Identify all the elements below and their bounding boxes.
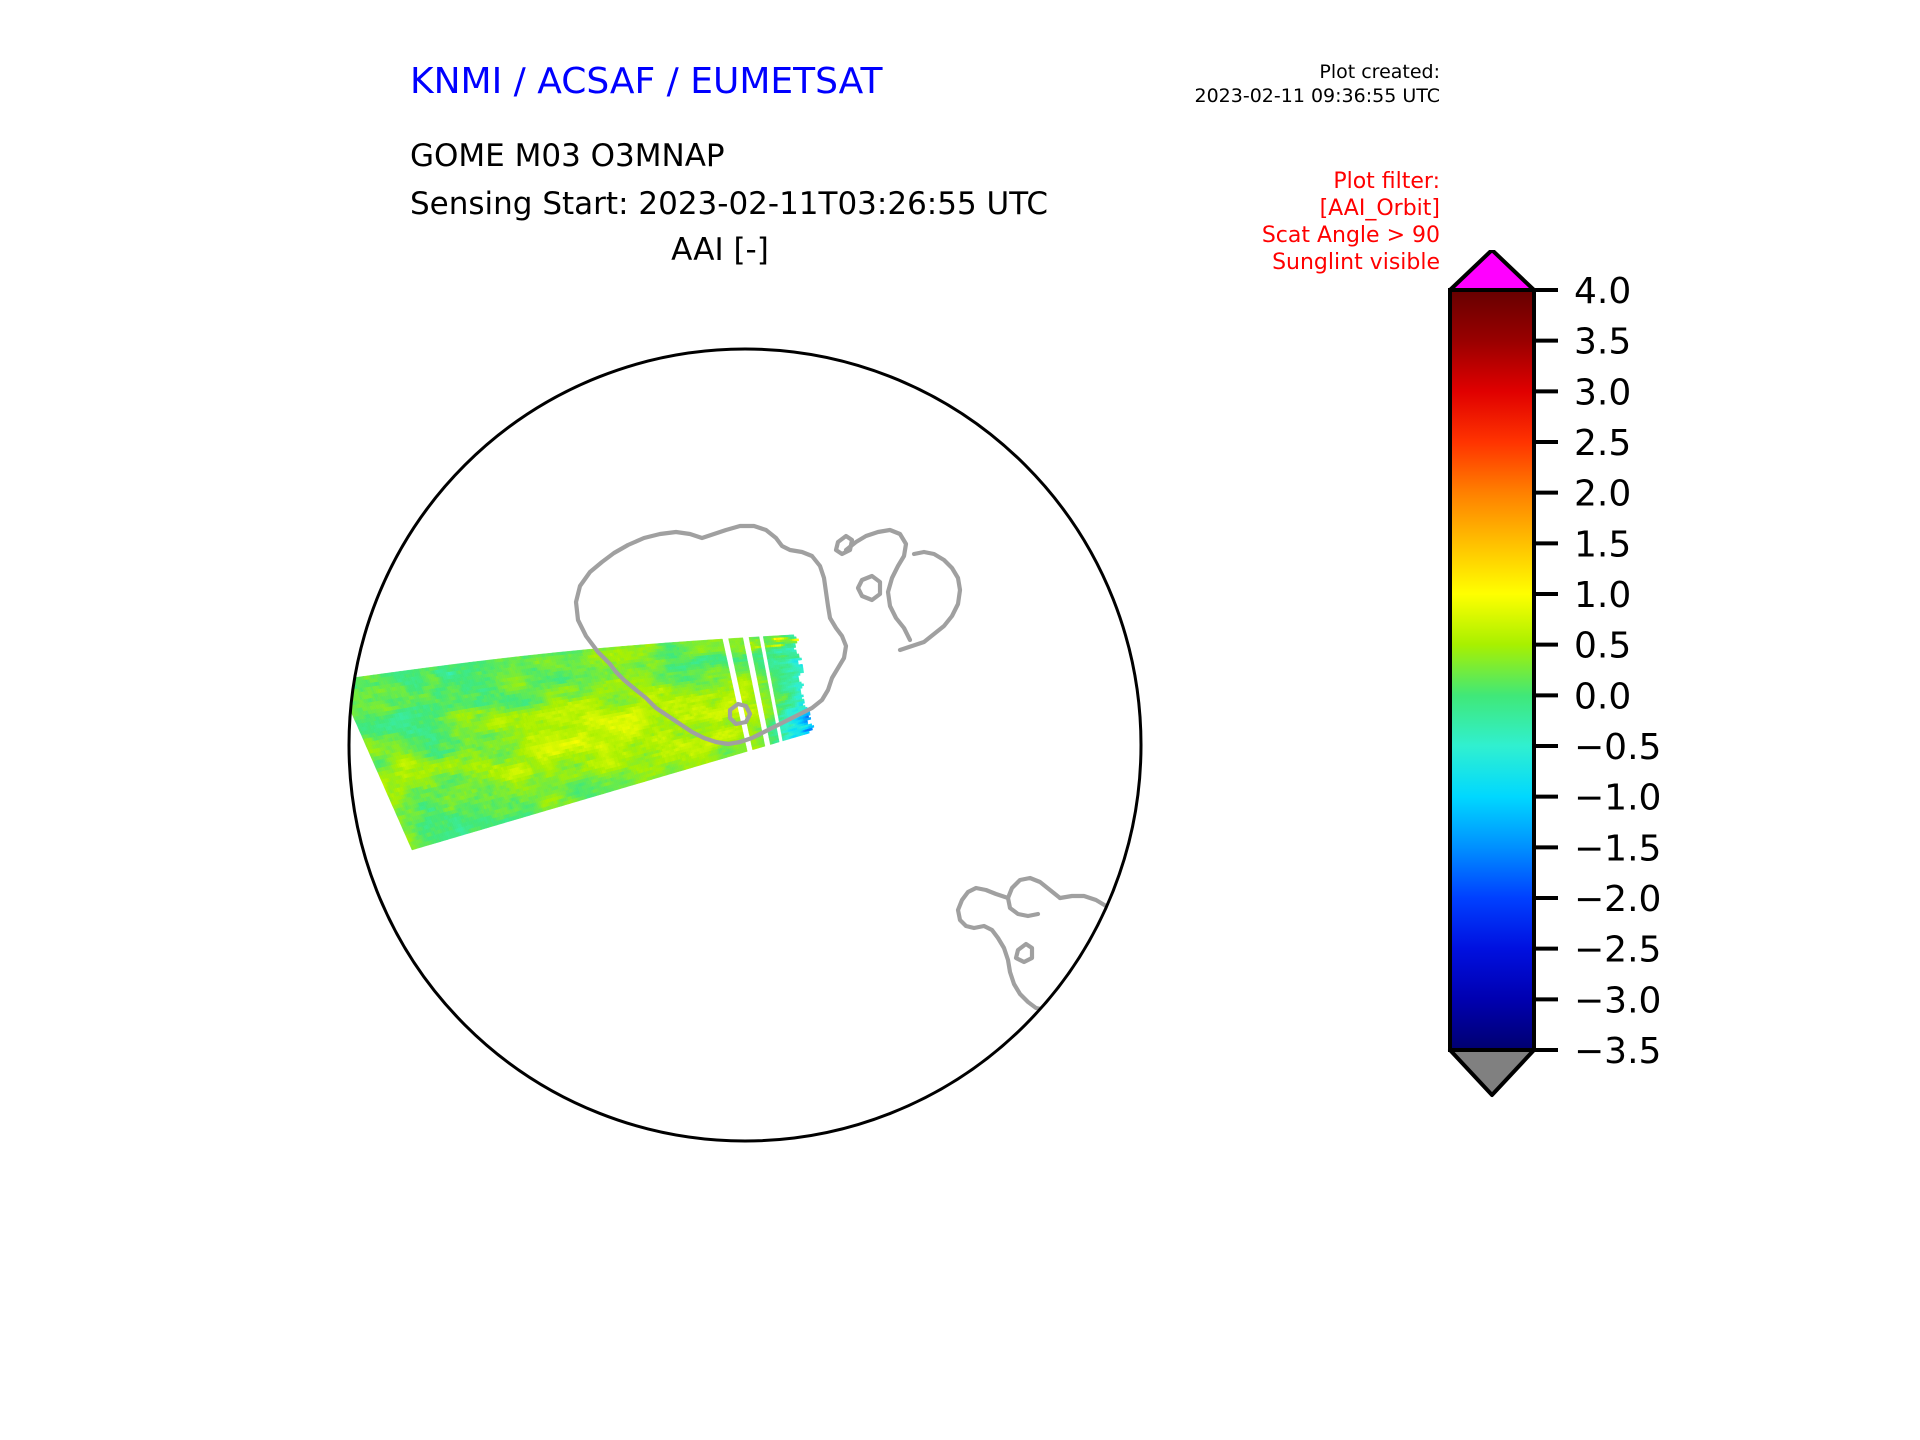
plot-filter-name: [AAI_Orbit] (1319, 196, 1440, 221)
small-island-coastline (435, 351, 479, 395)
map-panel (0, 250, 1440, 1400)
australia-edge-coastline (404, 330, 442, 344)
antarctica-east-coastline (897, 549, 963, 653)
colorbar-tick-label: 2.0 (1574, 474, 1631, 515)
falkland-island-coastline (1198, 922, 1220, 944)
colorbar-tick-label: 0.0 (1574, 676, 1631, 717)
south-shetland-islands-coastline (833, 533, 855, 557)
colorbar-tick-label: 2.5 (1574, 423, 1631, 464)
new-zealand-coastline (637, 349, 709, 359)
south-america-tip-coastline (1005, 875, 1063, 919)
colorbar-tick-label: 3.0 (1574, 372, 1631, 413)
new-zealand-north-coastline (712, 250, 730, 258)
plot-created-timestamp: 2023-02-11 09:36:55 UTC (1194, 85, 1441, 107)
south-america-inland-coastline (1013, 941, 1035, 965)
peninsula-island-coastline (855, 573, 883, 603)
colorbar-under-range-arrow (1448, 1048, 1536, 1097)
antarctica-inland-feature (727, 701, 753, 727)
sensing-start-label: Sensing Start: 2023-02-11T03:26:55 UTC (410, 186, 1048, 222)
colorbar-tick-label: −1.0 (1574, 778, 1661, 819)
colorbar-panel: 4.0 3.5 3.0 2.5 2.0 1.5 1.0 0.5 0.0 −0.5 −1.0 −1.5 −… (1440, 250, 1920, 1400)
globe-limb-outline (347, 347, 1143, 1143)
plot-created-label: Plot created: (1319, 61, 1440, 83)
colorbar-tick-label: −3.0 (1574, 980, 1661, 1021)
colorbar-tick-label: 4.0 (1574, 271, 1631, 312)
antarctica-coastline (573, 523, 849, 747)
aai-data-swath (349, 634, 815, 851)
tasmania-coastline (640, 250, 672, 278)
agency-title: KNMI / ACSAF / EUMETSAT (410, 61, 883, 102)
colorbar-over-range-arrow (1448, 250, 1536, 292)
colorbar-ticks: 4.0 3.5 3.0 2.5 2.0 1.5 1.0 0.5 0.0 −0.5 −1.0 −1.5 −… (1534, 271, 1661, 1072)
product-title: GOME M03 O3MNAP (410, 138, 725, 174)
colorbar-tick-label: 0.5 (1574, 626, 1631, 667)
tierra-del-fuego-coastline (1111, 901, 1141, 929)
plot-created-block: Plot created: 2023-02-11 09:36:55 UTC (1195, 60, 1441, 108)
antarctic-peninsula-coastline (843, 527, 913, 643)
colorbar-tick-label: 1.5 (1574, 524, 1631, 565)
plot-filter-block: Plot filter: [AAI_Orbit] Scat Angle > 90… (1262, 168, 1440, 276)
colorbar: 4.0 3.5 3.0 2.5 2.0 1.5 1.0 0.5 0.0 −0.5 −1.0 −1.5 −… (1448, 250, 1661, 1097)
new-zealand-south-island-coastline (656, 250, 686, 272)
plot-filter-label: Plot filter: (1333, 169, 1440, 194)
colorbar-tick-label: −2.5 (1574, 930, 1661, 971)
colorbar-tick-label: −1.5 (1574, 828, 1661, 869)
colorbar-gradient-bar (1448, 288, 1536, 1052)
plot-filter-note: Sunglint visible (1272, 250, 1440, 275)
quantity-title: AAI [-] (671, 232, 769, 268)
colorbar-tick-label: 1.0 (1574, 575, 1631, 616)
orthographic-map (347, 250, 1220, 1143)
south-america-coastline (955, 885, 1067, 1013)
colorbar-tick-label: 3.5 (1574, 322, 1631, 363)
plot-filter-condition: Scat Angle > 90 (1261, 223, 1440, 248)
colorbar-tick-label: −0.5 (1574, 727, 1661, 768)
colorbar-tick-label: −3.5 (1574, 1031, 1661, 1072)
colorbar-tick-label: −2.0 (1574, 879, 1661, 920)
